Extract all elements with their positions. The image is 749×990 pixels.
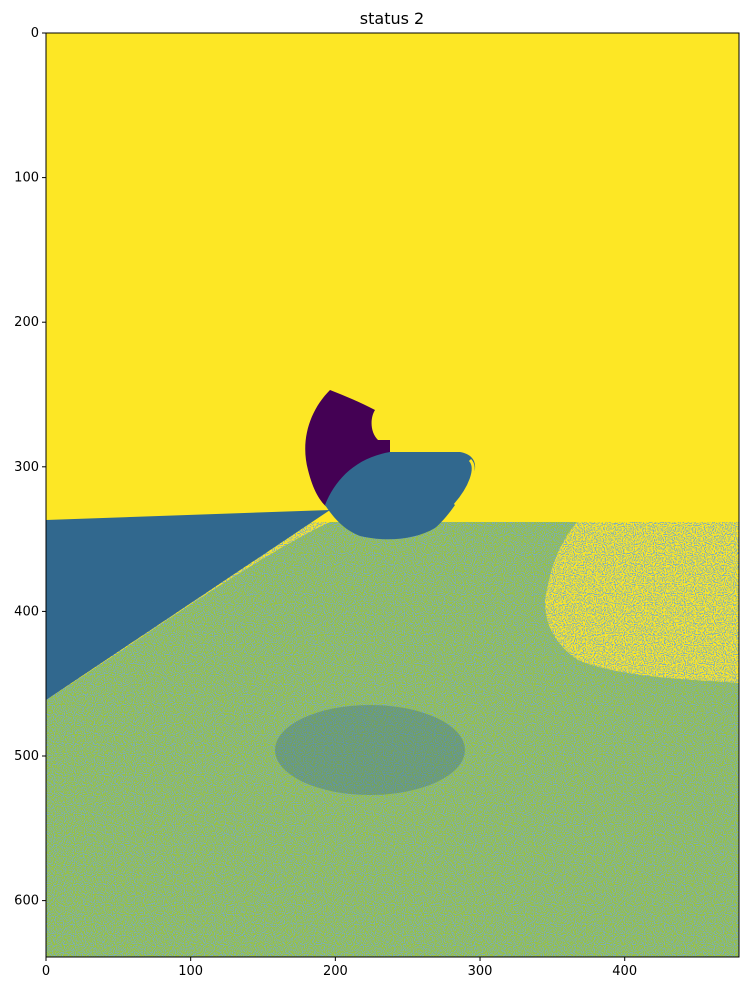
dark-crescent [305,390,390,508]
lens-shape [325,452,476,540]
axes-frame [45,32,740,958]
y-tick-label: 300 [14,460,39,475]
noisy-lower-field [46,522,739,957]
y-axis: 0 100 200 300 400 500 600 [14,26,46,909]
y-tick-label: 200 [14,315,39,330]
x-tick-label: 400 [612,964,637,979]
x-tick-label: 100 [178,964,203,979]
chart-title: status 2 [360,9,424,28]
x-tick-label: 300 [468,964,493,979]
y-tick-label: 400 [14,604,39,619]
x-tick-label: 200 [323,964,348,979]
left-wedge [46,510,330,700]
y-tick-label: 500 [14,749,39,764]
y-tick-label: 100 [14,171,39,186]
x-tick-label: 0 [42,964,50,979]
x-axis: 0 100 200 300 400 [42,957,637,979]
y-tick-label: 600 [14,894,39,909]
plot-image [46,33,739,957]
y-tick-label: 0 [31,26,39,41]
